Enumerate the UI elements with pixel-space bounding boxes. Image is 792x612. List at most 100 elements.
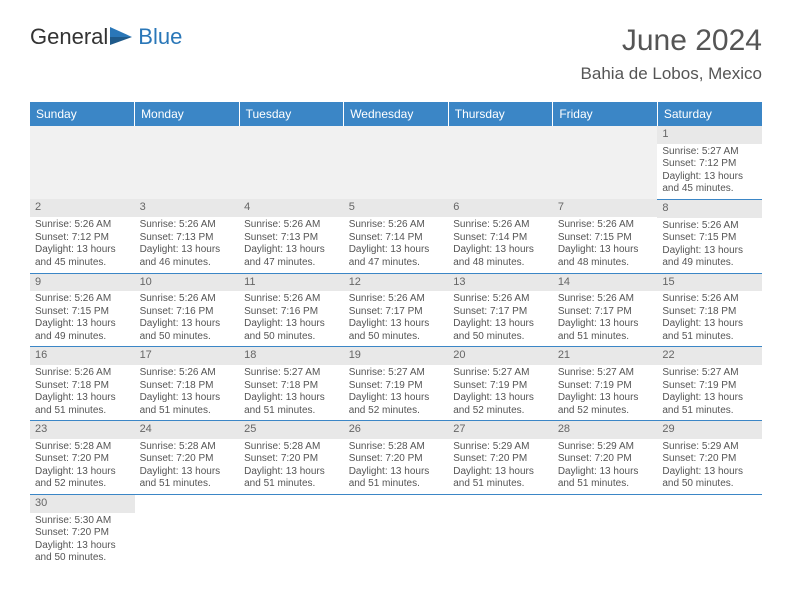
- calendar-cell: 28Sunrise: 5:29 AMSunset: 7:20 PMDayligh…: [553, 421, 658, 495]
- day-details: Sunrise: 5:29 AMSunset: 7:20 PMDaylight:…: [453, 441, 548, 491]
- day-header: Tuesday: [239, 102, 344, 126]
- day-number: 29: [657, 421, 762, 439]
- day-header: Sunday: [30, 102, 135, 126]
- calendar-week-row: 30Sunrise: 5:30 AMSunset: 7:20 PMDayligh…: [30, 494, 762, 567]
- header-right: June 2024 Bahia de Lobos, Mexico: [581, 24, 762, 84]
- day-number: 13: [448, 274, 553, 292]
- calendar-cell: [657, 494, 762, 567]
- calendar-cell: 29 Sunrise: 5:29 AMSunset: 7:20 PMDayligh…: [657, 421, 762, 495]
- day-header: Friday: [553, 102, 658, 126]
- day-header: Saturday: [657, 102, 762, 126]
- calendar-cell: 30Sunrise: 5:30 AMSunset: 7:20 PMDayligh…: [30, 494, 135, 567]
- day-number: 12: [344, 274, 449, 292]
- calendar-cell: 10Sunrise: 5:26 AMSunset: 7:16 PMDayligh…: [135, 273, 240, 347]
- calendar-cell: 12Sunrise: 5:26 AMSunset: 7:17 PMDayligh…: [344, 273, 449, 347]
- day-details: Sunrise: 5:29 AMSunset: 7:20 PMDaylight:…: [662, 441, 757, 491]
- day-number: 18: [239, 347, 344, 365]
- calendar-cell: 3 Sunrise: 5:26 AMSunset: 7:13 PMDaylight…: [135, 199, 240, 273]
- day-details: Sunrise: 5:26 AMSunset: 7:14 PMDaylight:…: [349, 219, 444, 269]
- day-header: Monday: [135, 102, 240, 126]
- day-details: Sunrise: 5:26 AMSunset: 7:15 PMDaylight:…: [558, 219, 653, 269]
- calendar-week-row: 9Sunrise: 5:26 AMSunset: 7:15 PMDaylight…: [30, 273, 762, 347]
- day-number: 10: [135, 274, 240, 292]
- brand-part1: General: [30, 24, 108, 50]
- day-details: Sunrise: 5:26 AMSunset: 7:15 PMDaylight:…: [35, 293, 130, 343]
- calendar-cell: 14Sunrise: 5:26 AMSunset: 7:17 PMDayligh…: [553, 273, 658, 347]
- day-details: Sunrise: 5:26 AMSunset: 7:14 PMDaylight:…: [453, 219, 548, 269]
- calendar-cell: 6Sunrise: 5:26 AMSunset: 7:14 PMDaylight…: [448, 199, 553, 273]
- day-details: Sunrise: 5:26 AMSunset: 7:12 PMDaylight:…: [35, 219, 130, 269]
- calendar-cell: 16Sunrise: 5:26 AMSunset: 7:18 PMDayligh…: [30, 347, 135, 421]
- calendar-cell: [30, 126, 135, 199]
- calendar-cell: [448, 494, 553, 567]
- day-number: 14: [553, 274, 658, 292]
- day-number: 3: [135, 199, 240, 217]
- day-details: Sunrise: 5:26 AMSunset: 7:17 PMDaylight:…: [453, 293, 548, 343]
- day-header-row: SundayMondayTuesdayWednesdayThursdayFrid…: [30, 102, 762, 126]
- calendar-cell: 7Sunrise: 5:26 AMSunset: 7:15 PMDaylight…: [553, 199, 658, 273]
- day-details: Sunrise: 5:30 AMSunset: 7:20 PMDaylight:…: [35, 515, 130, 565]
- day-details: Sunrise: 5:26 AMSunset: 7:16 PMDaylight:…: [140, 293, 235, 343]
- day-number: 2: [30, 199, 135, 217]
- day-number: 19: [344, 347, 449, 365]
- calendar-week-row: 2 Sunrise: 5:26 AMSunset: 7:12 PMDaylight…: [30, 199, 762, 273]
- page-header: General Blue June 2024 Bahia de Lobos, M…: [30, 24, 762, 84]
- calendar-cell: [239, 494, 344, 567]
- calendar-table: SundayMondayTuesdayWednesdayThursdayFrid…: [30, 102, 762, 568]
- calendar-cell: [135, 494, 240, 567]
- day-number: 5: [344, 199, 449, 217]
- day-number: 11: [239, 274, 344, 292]
- brand-part2: Blue: [138, 24, 182, 50]
- calendar-cell: 13Sunrise: 5:26 AMSunset: 7:17 PMDayligh…: [448, 273, 553, 347]
- day-details: Sunrise: 5:26 AMSunset: 7:17 PMDaylight:…: [558, 293, 653, 343]
- page-title: June 2024: [581, 24, 762, 58]
- logo-flag-icon: [110, 27, 136, 47]
- day-number: 16: [30, 347, 135, 365]
- day-details: Sunrise: 5:26 AMSunset: 7:18 PMDaylight:…: [662, 293, 757, 343]
- day-number: 8: [657, 200, 762, 218]
- calendar-cell: 23Sunrise: 5:28 AMSunset: 7:20 PMDayligh…: [30, 421, 135, 495]
- day-number: 27: [448, 421, 553, 439]
- calendar-cell: 19Sunrise: 5:27 AMSunset: 7:19 PMDayligh…: [344, 347, 449, 421]
- day-details: Sunrise: 5:26 AMSunset: 7:16 PMDaylight:…: [244, 293, 339, 343]
- calendar-cell: [448, 126, 553, 199]
- day-details: Sunrise: 5:28 AMSunset: 7:20 PMDaylight:…: [349, 441, 444, 491]
- day-header: Wednesday: [344, 102, 449, 126]
- calendar-cell: [344, 494, 449, 567]
- calendar-cell: 20 Sunrise: 5:27 AMSunset: 7:19 PMDayligh…: [448, 347, 553, 421]
- calendar-cell: 24Sunrise: 5:28 AMSunset: 7:20 PMDayligh…: [135, 421, 240, 495]
- calendar-cell: [239, 126, 344, 199]
- day-number: 20: [448, 347, 553, 365]
- calendar-cell: 26Sunrise: 5:28 AMSunset: 7:20 PMDayligh…: [344, 421, 449, 495]
- day-number: 15: [657, 274, 762, 292]
- calendar-week-row: 1Sunrise: 5:27 AMSunset: 7:12 PMDaylight…: [30, 126, 762, 199]
- day-number: 24: [135, 421, 240, 439]
- day-number: 22: [657, 347, 762, 365]
- calendar-body: 1Sunrise: 5:27 AMSunset: 7:12 PMDaylight…: [30, 126, 762, 568]
- calendar-cell: 8 Sunrise: 5:26 AMSunset: 7:15 PMDaylight…: [657, 199, 762, 273]
- day-details: Sunrise: 5:28 AMSunset: 7:20 PMDaylight:…: [35, 441, 130, 491]
- day-details: Sunrise: 5:27 AMSunset: 7:19 PMDaylight:…: [558, 367, 653, 417]
- day-number: 21: [553, 347, 658, 365]
- location-text: Bahia de Lobos, Mexico: [581, 64, 762, 84]
- calendar-week-row: 23Sunrise: 5:28 AMSunset: 7:20 PMDayligh…: [30, 421, 762, 495]
- day-number: 1: [657, 126, 762, 144]
- day-number: 28: [553, 421, 658, 439]
- day-details: Sunrise: 5:26 AMSunset: 7:18 PMDaylight:…: [140, 367, 235, 417]
- calendar-cell: [344, 126, 449, 199]
- day-details: Sunrise: 5:26 AMSunset: 7:15 PMDaylight:…: [662, 220, 757, 270]
- day-details: Sunrise: 5:27 AMSunset: 7:18 PMDaylight:…: [244, 367, 339, 417]
- calendar-cell: 1Sunrise: 5:27 AMSunset: 7:12 PMDaylight…: [657, 126, 762, 199]
- day-header: Thursday: [448, 102, 553, 126]
- brand-logo: General Blue: [30, 24, 182, 50]
- calendar-cell: 21 Sunrise: 5:27 AMSunset: 7:19 PMDayligh…: [553, 347, 658, 421]
- calendar-cell: 22Sunrise: 5:27 AMSunset: 7:19 PMDayligh…: [657, 347, 762, 421]
- calendar-cell: [135, 126, 240, 199]
- calendar-cell: 17Sunrise: 5:26 AMSunset: 7:18 PMDayligh…: [135, 347, 240, 421]
- calendar-cell: 15Sunrise: 5:26 AMSunset: 7:18 PMDayligh…: [657, 273, 762, 347]
- day-details: Sunrise: 5:26 AMSunset: 7:13 PMDaylight:…: [244, 219, 339, 269]
- calendar-cell: 25Sunrise: 5:28 AMSunset: 7:20 PMDayligh…: [239, 421, 344, 495]
- day-details: Sunrise: 5:27 AMSunset: 7:19 PMDaylight:…: [453, 367, 548, 417]
- day-details: Sunrise: 5:26 AMSunset: 7:13 PMDaylight:…: [140, 219, 235, 269]
- day-number: 25: [239, 421, 344, 439]
